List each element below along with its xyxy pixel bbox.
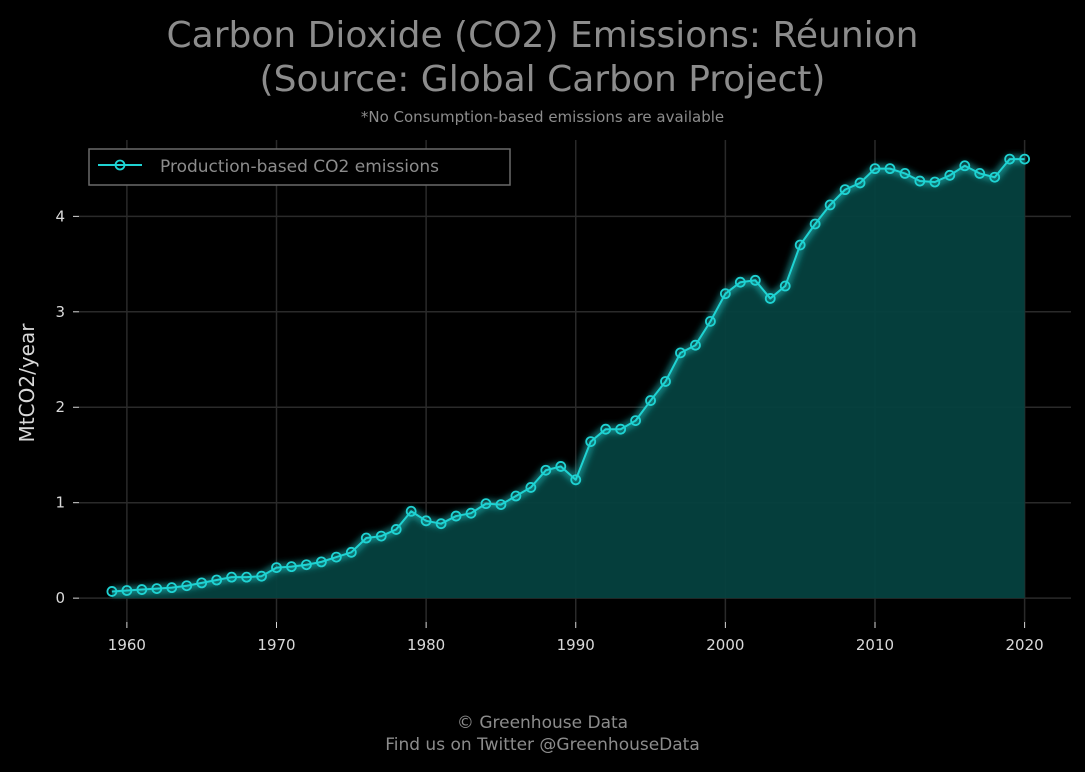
data-point-1987 (525, 482, 537, 493)
data-point-1981 (435, 518, 447, 530)
data-point-1975 (345, 546, 357, 558)
axes: 1960 1970 1980 1990 2000 2010 2020 0 1 2 3 4 (55, 207, 1043, 654)
data-point-1971 (286, 561, 297, 573)
x-tick-label-1990: 1990 (557, 636, 595, 654)
data-point-1974 (330, 551, 342, 563)
data-point-1965 (196, 577, 208, 589)
data-point-1976 (360, 532, 372, 544)
data-point-2005 (794, 239, 806, 251)
chart-title-line1: Carbon Dioxide (CO2) Emissions: Réunion (166, 15, 919, 56)
data-point-2013 (914, 175, 926, 187)
data-point-2008 (839, 184, 851, 196)
data-point-2011 (884, 163, 896, 175)
data-point-1979 (405, 505, 417, 517)
data-point-2020 (1019, 153, 1031, 165)
data-point-1963 (166, 582, 178, 594)
data-point-1961 (136, 584, 148, 595)
legend-marker-swatch (114, 159, 126, 171)
series-line (111, 158, 1025, 593)
x-tick-label-1960: 1960 (108, 636, 146, 654)
data-point-1969 (256, 570, 267, 582)
data-point-1983 (465, 507, 477, 519)
data-point-1978 (390, 524, 402, 535)
data-point-2007 (824, 199, 836, 211)
x-tick-label-1970: 1970 (257, 636, 295, 654)
data-point-1970 (271, 562, 282, 573)
data-point-1959 (106, 586, 118, 597)
data-point-1968 (241, 571, 252, 583)
data-point-1964 (181, 580, 193, 592)
data-point-2012 (899, 168, 911, 179)
data-point-1985 (495, 499, 507, 511)
y-tick-label-0: 0 (55, 589, 65, 607)
data-point-1986 (510, 490, 522, 502)
data-point-2015 (944, 169, 956, 181)
y-tick-label-4: 4 (55, 207, 65, 225)
data-point-1991 (585, 436, 597, 448)
data-point-1973 (315, 556, 327, 568)
footer-twitter: Find us on Twitter @GreenhouseData (385, 735, 700, 755)
x-tick-label-1980: 1980 (407, 636, 445, 654)
legend-frame (88, 148, 511, 186)
data-point-1992 (600, 423, 612, 435)
chart-title-line2: (Source: Global Carbon Project) (259, 59, 826, 100)
y-tick-label-1: 1 (55, 494, 65, 512)
footer-copyright: © Greenhouse Data (456, 713, 629, 733)
data-point-1999 (705, 315, 716, 327)
x-tick-label-2010: 2010 (856, 636, 894, 654)
data-point-2016 (959, 160, 971, 172)
data-point-1984 (480, 498, 492, 510)
series-markers (106, 153, 1031, 597)
y-tick-label-3: 3 (55, 303, 65, 321)
data-point-2018 (989, 171, 1001, 183)
chart-svg: 1960 1970 1980 1990 2000 2010 2020 0 1 2 3 4 MtCO2/… (15, 140, 1071, 654)
data-point-2001 (734, 276, 746, 288)
data-point-2014 (929, 176, 941, 188)
x-tick-label-2000: 2000 (706, 636, 744, 654)
data-point-2017 (974, 168, 986, 179)
series-area-fill (111, 159, 1025, 599)
data-point-1996 (660, 376, 671, 387)
x-tick-label-2020: 2020 (1006, 636, 1044, 654)
data-point-1972 (301, 559, 312, 571)
data-point-1962 (151, 583, 163, 594)
y-tick-label-2: 2 (55, 398, 65, 416)
y-axis-label: MtCO2/year (15, 323, 39, 443)
data-point-2000 (719, 288, 731, 300)
data-point-1993 (615, 423, 627, 435)
data-point-1982 (450, 510, 462, 522)
data-point-1995 (645, 395, 656, 406)
data-point-1998 (690, 339, 701, 351)
legend-label: Production-based CO2 emissions (160, 157, 439, 177)
data-point-1960 (121, 585, 133, 596)
data-point-1997 (675, 347, 686, 359)
data-point-2004 (779, 280, 791, 292)
data-point-2010 (869, 163, 881, 175)
data-point-1989 (555, 461, 567, 472)
data-point-1990 (570, 474, 582, 486)
data-point-2006 (809, 218, 821, 230)
data-point-1994 (630, 415, 641, 427)
data-point-1967 (226, 571, 238, 583)
data-point-2019 (1004, 153, 1016, 165)
legend: Production-based CO2 emissions (88, 148, 511, 186)
data-point-1988 (540, 464, 552, 476)
data-point-1980 (420, 515, 432, 527)
data-point-2002 (749, 274, 761, 286)
data-point-2003 (764, 293, 776, 304)
chart-subtitle: *No Consumption-based emissions are avai… (360, 108, 725, 126)
data-point-2009 (854, 177, 866, 189)
data-point-1977 (375, 530, 387, 542)
data-point-1966 (211, 574, 223, 586)
